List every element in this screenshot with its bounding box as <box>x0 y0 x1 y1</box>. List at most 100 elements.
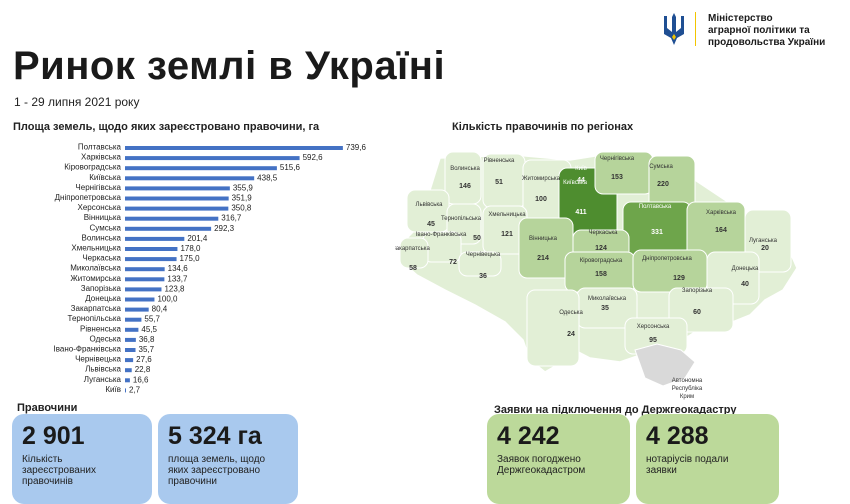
map-region-name: Кіровоградська <box>580 258 623 264</box>
ministry-line-3: продовольства України <box>708 37 826 48</box>
map-region-value: 36 <box>479 273 487 280</box>
bar-category-label: Черкаська <box>82 254 121 263</box>
bar-value-label: 316,7 <box>221 214 242 223</box>
map-region-value: 95 <box>649 337 657 344</box>
bar-category-label: Миколаївська <box>70 264 121 273</box>
bar-category-label: Донецька <box>85 294 121 303</box>
bar-category-label: Вінницька <box>84 213 122 222</box>
map-region-name: Тернопільська <box>441 216 482 222</box>
bar-value-label: 22,8 <box>135 365 151 374</box>
bar <box>125 317 142 322</box>
deals-area-desc-3: правочини <box>168 476 217 487</box>
bar-value-label: 27,6 <box>136 355 152 364</box>
bar <box>125 267 165 272</box>
bar-value-label: 355,9 <box>233 183 254 192</box>
bar-category-label: Тернопільська <box>68 314 122 323</box>
map-region <box>526 289 580 367</box>
map-region-name: Черкаська <box>589 230 619 236</box>
bar <box>125 247 178 251</box>
bar-value-label: 292,3 <box>214 224 235 233</box>
bar-category-label: Львівська <box>85 365 121 374</box>
map-region-value: 51 <box>495 179 503 186</box>
map-title: Кількість правочинів по регіонах <box>452 121 634 133</box>
requests-notaries-desc: нотаріусів подали заявки <box>646 454 728 476</box>
requests-heading: Заявки на підключення до Держгеокадастру <box>494 404 737 416</box>
map-region-value: 411 <box>575 209 586 216</box>
map-region-name: Харківська <box>706 210 737 216</box>
map-region-value: 124 <box>595 245 607 252</box>
deals-count-card: 2 901 Кількість зареєстрованих правочині… <box>12 414 152 504</box>
map-region-value: 40 <box>741 281 749 288</box>
bar-value-label: 351,9 <box>232 194 253 203</box>
deals-count-value: 2 901 <box>22 422 85 450</box>
requests-approved-card: 4 242 Заявок погоджено Держгеокадастром <box>487 414 630 504</box>
bar <box>125 236 185 241</box>
bar-category-label: Івано-Франківська <box>54 345 122 354</box>
map-region-name: Дніпропетровська <box>642 256 692 262</box>
bar-category-label: Чернівецька <box>75 355 121 364</box>
map-crimea-label: Республіка <box>672 386 703 392</box>
requests-notaries-desc-2: заявки <box>646 465 677 476</box>
bar-category-label: Рівненська <box>80 324 121 333</box>
map-region-value: 58 <box>409 265 417 272</box>
map-region-name: Івано-Франківська <box>416 232 467 238</box>
map-region-value: 50 <box>473 235 481 242</box>
ministry-line-2: аграрної політики та <box>708 25 810 36</box>
trident-icon <box>664 13 684 45</box>
map-region-name: Київ <box>575 166 587 172</box>
map-region-value: 100 <box>535 196 547 203</box>
map-region-value: 72 <box>449 259 457 266</box>
deals-heading: Правочини <box>17 402 78 414</box>
bar-category-label: Херсонська <box>78 203 122 212</box>
bar-value-label: 100,0 <box>157 295 178 304</box>
bar-category-label: Хмельницька <box>71 244 121 253</box>
bar-value-label: 739,6 <box>346 143 367 152</box>
chart-title: Площа земель, щодо яких зареєстровано пр… <box>13 121 320 133</box>
deals-count-desc-3: правочинів <box>22 476 73 487</box>
bar-value-label: 175,0 <box>180 254 201 263</box>
map-region-value: 121 <box>501 231 513 238</box>
map-region-name: Полтавська <box>639 204 672 210</box>
requests-notaries-value: 4 288 <box>646 422 709 450</box>
bar-value-label: 2,7 <box>129 385 141 394</box>
map-crimea-label: Автономна <box>672 378 703 384</box>
map-region-value: 20 <box>761 245 769 252</box>
bar-category-label: Полтавська <box>78 143 122 152</box>
bar-category-label: Луганська <box>84 375 122 384</box>
bar-value-label: 201,4 <box>187 234 208 243</box>
deals-area-value: 5 324 га <box>168 422 262 450</box>
bar-category-label: Закарпатська <box>71 304 122 313</box>
bar-category-label: Сумська <box>90 223 122 232</box>
map-crimea-label: Крим <box>680 394 694 400</box>
map-region-value: 331 <box>651 229 663 236</box>
requests-notaries-desc-1: нотаріусів подали <box>646 454 729 465</box>
bar-chart: Полтавська 739,6 Харківська 592,6 Кіровоград… <box>54 143 367 395</box>
requests-approved-desc-1: Заявок погоджено <box>497 454 581 465</box>
bar-category-label: Запорізька <box>81 284 122 293</box>
bar <box>125 327 139 332</box>
map-region-name: Волинська <box>450 166 480 172</box>
map-region-name: Житомирська <box>522 176 561 182</box>
bar-category-label: Київ <box>105 385 121 394</box>
bar-value-label: 36,8 <box>139 335 155 344</box>
map-region-name: Миколаївська <box>588 296 627 302</box>
map-region-value: 129 <box>673 275 685 282</box>
bar-category-label: Київська <box>89 173 121 182</box>
map-region <box>399 237 429 269</box>
requests-approved-desc-2: Держгеокадастром <box>497 465 586 476</box>
ukraine-map: Волинська 146 Рівненська 51 Житомирська 100 Ки… <box>395 151 798 400</box>
bar <box>125 337 136 342</box>
bar <box>125 176 255 181</box>
map-region-value: 45 <box>427 221 435 228</box>
requests-approved-desc: Заявок погоджено Держгеокадастром <box>497 454 585 476</box>
bar-category-label: Чернігівська <box>75 183 121 192</box>
map-crimea-shape <box>634 343 696 387</box>
bar-value-label: 350,8 <box>231 204 252 213</box>
bar-value-label: 123,8 <box>164 284 185 293</box>
map-region-value: 24 <box>567 331 575 338</box>
bar-category-label: Волинська <box>82 233 122 242</box>
map-region-value: 44 <box>577 177 585 184</box>
bar-value-label: 80,4 <box>152 305 168 314</box>
bar <box>125 146 343 150</box>
bar <box>125 186 230 191</box>
